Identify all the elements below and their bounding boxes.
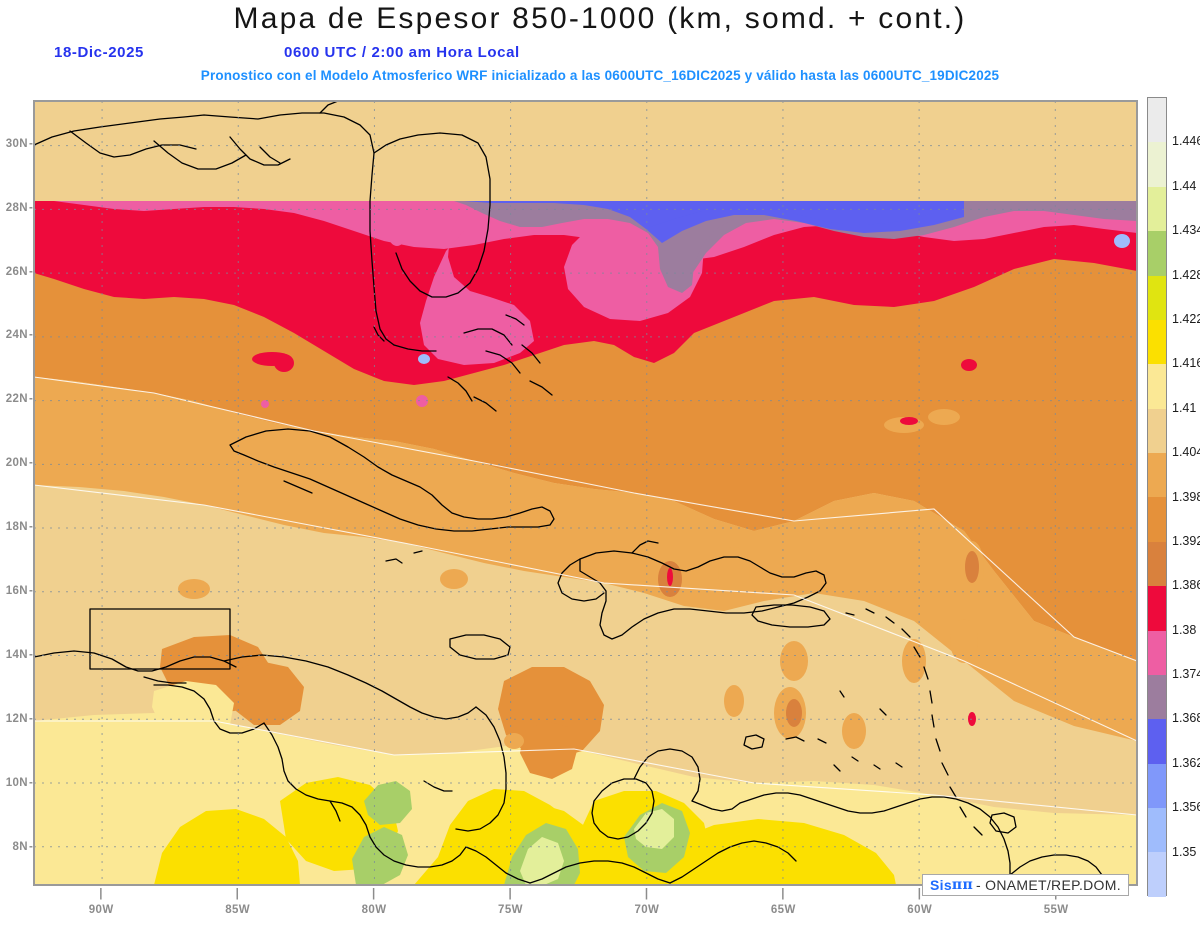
- lon-tick-mark: |: [235, 888, 240, 900]
- colorbar-swatch[interactable]: [1148, 98, 1166, 143]
- colorbar-tick-label: 1.356: [1172, 800, 1200, 815]
- colorbar-swatch[interactable]: [1148, 231, 1166, 276]
- lon-tick-label: 55W: [1043, 904, 1069, 916]
- watermark-pi-icon: ππ: [951, 877, 974, 893]
- colorbar-swatch[interactable]: [1148, 808, 1166, 853]
- lon-tick-mark: |: [781, 888, 785, 900]
- lat-tick-label: 20N: [5, 457, 28, 470]
- colorbar-tick-label: 1.386: [1172, 578, 1200, 593]
- colorbar-swatch[interactable]: [1148, 852, 1166, 897]
- lat-tick-mark: -: [29, 201, 34, 214]
- lon-tick-mark: |: [917, 888, 922, 900]
- colorbar-tick-label: 1.422: [1172, 311, 1200, 326]
- colorbar-tick-label: 1.362: [1172, 755, 1200, 770]
- colorbar-swatch[interactable]: [1148, 630, 1166, 675]
- colorbar-tick-label: 1.446: [1172, 134, 1200, 149]
- lon-tick-mark: |: [508, 888, 513, 900]
- colorbar-swatch[interactable]: [1148, 364, 1166, 409]
- lat-tick-mark: -: [29, 329, 34, 342]
- lat-tick-mark: -: [29, 457, 34, 470]
- lat-tick-mark: -: [29, 840, 34, 853]
- lat-tick-label: 18N: [5, 521, 28, 534]
- lat-tick-label: 12N: [5, 712, 28, 725]
- model-description: Pronostico con el Modelo Atmosferico WRF…: [200, 68, 1000, 83]
- lat-tick-label: 28N: [5, 201, 28, 214]
- lat-tick-mark: -: [29, 648, 34, 661]
- lat-tick-label: 22N: [5, 393, 28, 406]
- lon-tick-label: 90W: [88, 904, 114, 916]
- colorbar-tick-label: 1.404: [1172, 445, 1200, 460]
- lon-tick-label: 60W: [907, 904, 933, 916]
- lat-tick-label: 16N: [5, 585, 28, 598]
- colorbar-swatch[interactable]: [1148, 586, 1166, 631]
- lat-tick-label: 8N: [12, 840, 28, 853]
- header-subline-1: 18-Dic-2025 0600 UTC / 2:00 am Hora Loca…: [0, 44, 1200, 64]
- colorbar-swatch[interactable]: [1148, 763, 1166, 808]
- lon-tick-label: 75W: [498, 904, 523, 916]
- lat-tick-mark: -: [29, 393, 34, 406]
- lat-tick-label: 24N: [5, 329, 28, 342]
- lat-tick-mark: -: [29, 776, 34, 789]
- lon-tick-mark: |: [644, 888, 649, 900]
- colorbar-tick-label: 1.434: [1172, 223, 1200, 238]
- lon-tick-mark: |: [99, 888, 103, 900]
- lon-tick-mark: |: [372, 888, 376, 900]
- colorbar-swatch[interactable]: [1148, 453, 1166, 498]
- lat-tick-mark: -: [29, 265, 34, 278]
- colorbar-swatch[interactable]: [1148, 541, 1166, 587]
- colorbar-tick-label: 1.41: [1172, 400, 1197, 415]
- forecast-time: 0600 UTC / 2:00 am Hora Local: [284, 44, 520, 61]
- watermark-org: - ONAMET/REP.DOM.: [976, 877, 1121, 893]
- colorbar-tick-label: 1.368: [1172, 711, 1200, 726]
- lon-tick-label: 80W: [361, 904, 387, 916]
- colorbar-tick-label: 1.428: [1172, 267, 1200, 282]
- watermark-sis: Sis: [930, 877, 952, 893]
- lat-tick-mark: -: [29, 712, 34, 725]
- colorbar-tick-label: 1.374: [1172, 667, 1200, 682]
- lat-tick-mark: -: [29, 521, 34, 534]
- colorbar-swatch[interactable]: [1148, 275, 1166, 320]
- colorbar-swatch[interactable]: [1148, 408, 1166, 453]
- colorbar-tick-label: 1.416: [1172, 356, 1200, 371]
- colorbar-tick-label: 1.44: [1172, 178, 1197, 193]
- lat-tick-label: 14N: [5, 648, 28, 661]
- colorbar-swatch[interactable]: [1148, 319, 1166, 365]
- colorbar-tick-label: 1.38: [1172, 622, 1197, 637]
- lon-tick-label: 65W: [770, 904, 796, 916]
- thickness-contour-map: [34, 101, 1137, 885]
- page-title: Mapa de Espesor 850-1000 (km, somd. + co…: [233, 2, 967, 35]
- forecast-date: 18-Dic-2025: [54, 44, 144, 61]
- colorbar-swatch[interactable]: [1148, 719, 1166, 764]
- lat-tick-label: 10N: [5, 776, 28, 789]
- colorbar-tick-label: 1.392: [1172, 533, 1200, 548]
- lat-tick-mark: -: [29, 137, 34, 150]
- map-canvas[interactable]: [33, 100, 1138, 886]
- lat-tick-mark: -: [29, 585, 34, 598]
- colorbar-swatch[interactable]: [1148, 142, 1166, 187]
- watermark-logo: Sis ππ - ONAMET/REP.DOM.: [922, 874, 1129, 896]
- colorbar[interactable]: [1147, 97, 1167, 897]
- colorbar-swatch[interactable]: [1148, 186, 1166, 232]
- colorbar-tick-label: 1.35: [1172, 844, 1197, 859]
- lat-tick-label: 26N: [5, 265, 28, 278]
- colorbar-tick-label: 1.398: [1172, 489, 1200, 504]
- colorbar-swatch[interactable]: [1148, 674, 1166, 720]
- lon-tick-label: 85W: [225, 904, 251, 916]
- colorbar-swatch[interactable]: [1148, 497, 1166, 542]
- lon-tick-label: 70W: [634, 904, 660, 916]
- lat-tick-label: 30N: [5, 137, 28, 150]
